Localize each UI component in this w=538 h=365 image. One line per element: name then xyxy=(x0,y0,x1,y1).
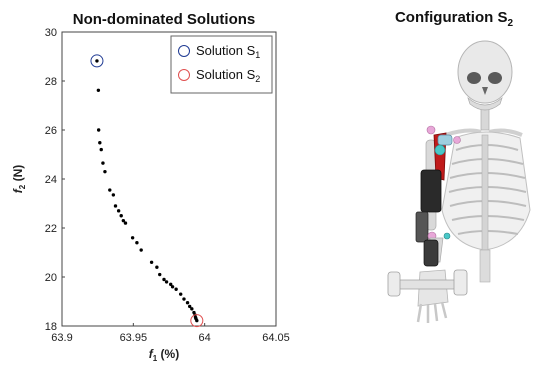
y-axis-ticks: 18 20 22 24 26 28 30 xyxy=(45,27,65,333)
data-point xyxy=(101,161,105,165)
x-axis-label: f1 (%) xyxy=(149,347,179,363)
legend: Solution S1 Solution S2 xyxy=(170,35,273,94)
data-point xyxy=(111,193,116,197)
y-tick-label: 26 xyxy=(45,125,57,137)
data-point xyxy=(108,188,112,192)
data-points xyxy=(95,59,199,323)
data-point xyxy=(96,128,101,132)
data-point xyxy=(130,236,135,240)
y-tick-label: 30 xyxy=(45,27,57,39)
data-point xyxy=(182,297,186,301)
data-point xyxy=(187,304,192,309)
data-point xyxy=(178,292,183,296)
data-point xyxy=(195,318,199,323)
data-point xyxy=(174,287,178,291)
legend-label-s1: Solution S1 xyxy=(196,43,260,60)
x-tick-label: 64.05 xyxy=(262,332,290,344)
highlight-markers xyxy=(90,54,204,328)
data-point xyxy=(164,280,169,284)
data-point xyxy=(121,218,126,223)
data-point xyxy=(158,272,162,277)
data-point xyxy=(98,141,102,145)
y-tick-label: 24 xyxy=(45,174,57,186)
highlight-marker-s2 xyxy=(190,314,204,328)
y-axis-label: f2 (N) xyxy=(11,165,27,193)
x-tick-label: 64 xyxy=(199,332,211,344)
data-point xyxy=(103,169,107,174)
highlight-marker-s1 xyxy=(90,54,104,68)
data-point xyxy=(123,221,128,225)
data-point xyxy=(162,277,166,282)
legend-label-s2: Solution S2 xyxy=(196,67,260,84)
data-point xyxy=(95,59,99,63)
data-point xyxy=(185,301,190,305)
data-point xyxy=(116,209,121,213)
y-tick-label: 28 xyxy=(45,76,57,88)
data-point xyxy=(155,265,159,269)
x-tick-label: 63.95 xyxy=(120,332,148,344)
data-point xyxy=(190,307,194,311)
illustration-title: Configuration S2 xyxy=(395,9,514,29)
y-tick-label: 22 xyxy=(45,223,57,235)
data-point xyxy=(135,241,139,245)
data-point xyxy=(99,147,103,152)
data-point xyxy=(149,260,154,264)
skeleton-arm-exoskeleton-illustration xyxy=(387,40,531,323)
data-point xyxy=(139,248,143,252)
data-point xyxy=(169,282,173,287)
x-axis-ticks: 63.9 63.95 64 64.05 xyxy=(51,323,290,344)
data-point xyxy=(170,285,175,289)
y-tick-label: 18 xyxy=(45,321,57,333)
data-point xyxy=(113,204,118,208)
chart-title: Non-dominated Solutions xyxy=(73,11,255,28)
data-point xyxy=(119,214,123,218)
legend-marker-s2 xyxy=(178,69,190,81)
x-tick-label: 63.9 xyxy=(51,332,72,344)
legend-marker-s1 xyxy=(178,45,190,57)
y-tick-label: 20 xyxy=(45,272,57,284)
data-point xyxy=(96,88,101,93)
legend-box xyxy=(170,35,273,94)
